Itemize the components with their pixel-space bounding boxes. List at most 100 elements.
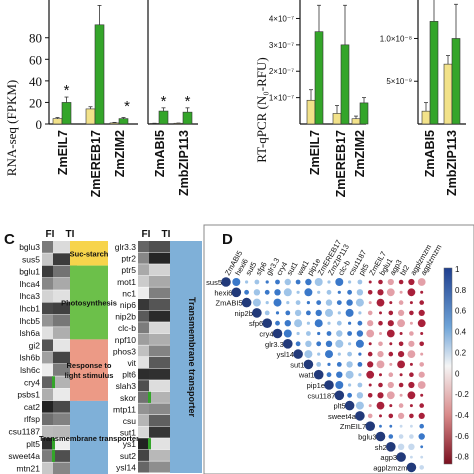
heatmap-d-cell — [358, 373, 362, 377]
heatmap-d-cell — [386, 329, 395, 338]
heatmap-d-cell — [398, 403, 404, 408]
heatmap-d-cell — [357, 382, 363, 388]
heatmap-c-cell — [138, 310, 149, 322]
heatmap-d-colorbar-tick: -0.4 — [455, 411, 469, 420]
heatmap-c-cell — [138, 287, 149, 299]
heatmap-d-cell — [346, 361, 353, 368]
heatmap-d-colorbar — [443, 267, 453, 465]
heatmap-c-gene-label: vit — [128, 358, 137, 368]
heatmap-d-cell — [304, 350, 313, 359]
heatmap-c-cell — [53, 327, 77, 339]
heatmap-d-cell — [378, 320, 383, 326]
heatmap-d-cell — [265, 301, 269, 305]
heatmap-d-cell — [389, 342, 393, 346]
heatmap-d-cell — [357, 362, 363, 367]
heatmap-d-cell — [344, 400, 355, 411]
rtqpcr2-category-label: ZmABI5 — [423, 130, 437, 177]
heatmap-c-cell — [149, 287, 173, 299]
heatmap-c-cell — [138, 333, 149, 345]
rtqpcr2-ytick-label: 5×10⁻⁹ — [386, 77, 412, 86]
heatmap-c-cell — [149, 357, 173, 369]
heatmap-d-cell — [379, 311, 382, 315]
rnaseq-bar — [182, 111, 193, 125]
heatmap-d-cell — [398, 300, 404, 305]
rtqpcr2-bar — [451, 38, 461, 125]
heatmap-d-cell — [345, 308, 354, 317]
heatmap-d-row-label: sus5 — [206, 278, 222, 287]
heatmap-c-cell — [149, 252, 173, 264]
heatmap-c-cell — [149, 426, 173, 438]
heatmap-c-category-label: Transmembrane transporter — [39, 434, 139, 443]
heatmap-d-cell — [420, 352, 424, 356]
heatmap-d-cell — [253, 289, 261, 296]
rnaseq-bar — [109, 122, 120, 125]
heatmap-c-cell — [53, 437, 77, 450]
heatmap-c-cell — [42, 265, 53, 278]
rnaseq-ytick-label: 20 — [29, 95, 42, 110]
heatmap-d-cell — [326, 331, 332, 336]
heatmap-d-cell — [272, 328, 283, 339]
heatmap-c-cell — [42, 314, 53, 327]
heatmap-c-gene-label: lhcb5 — [20, 316, 41, 326]
heatmap-d-cell — [366, 329, 375, 338]
heatmap-c-cell — [42, 437, 53, 450]
heatmap-d-cell — [398, 341, 404, 347]
heatmap-d-cell — [337, 290, 341, 294]
heatmap-d-row-label: sh2 — [375, 443, 387, 452]
heatmap-d-row-label: pip1e — [307, 381, 325, 390]
heatmap-d-cell — [399, 332, 403, 335]
heatmap-d-cell — [293, 349, 303, 359]
heatmap-d-cell — [368, 342, 372, 346]
heatmap-d-cell — [306, 310, 311, 316]
heatmap-d-cell — [399, 424, 403, 428]
heatmap-c-cell — [53, 253, 77, 266]
rtqpcr-category-label: ZmEREB17 — [334, 130, 348, 197]
heatmap-c-gene-label: sut1 — [120, 428, 136, 438]
heatmap-d-row-label: agplzmzm — [373, 463, 407, 472]
heatmap-d-row-label: ZmABI5 — [216, 299, 243, 308]
heatmap-c-cell — [138, 380, 149, 392]
heatmap-d-cell — [303, 359, 314, 370]
panel-d-frame — [203, 224, 474, 474]
heatmap-d-cell — [397, 443, 405, 450]
heatmap-d-cell — [264, 289, 270, 295]
heatmap-d-cell — [399, 393, 403, 397]
heatmap-d-cell — [419, 300, 425, 305]
heatmap-d-cell — [367, 361, 374, 368]
heatmap-d-cell — [335, 381, 344, 389]
rtqpcr2-bar — [443, 63, 453, 125]
heatmap-d-cell — [335, 278, 344, 286]
heatmap-c-category-label: Photosynthesis — [61, 299, 117, 308]
heatmap-d-cell — [409, 362, 413, 366]
heatmap-d-row-label: sweet4a — [328, 412, 357, 421]
heatmap-d-cell — [252, 298, 261, 307]
heatmap-d-cell — [417, 319, 426, 328]
heatmap-d-row-label: wat1 — [298, 371, 315, 380]
heatmap-d-cell — [316, 341, 322, 347]
heatmap-c-cell — [149, 403, 173, 415]
rtqpcr-ytick-label: 2×10⁻⁷ — [269, 67, 294, 76]
heatmap-c-cell — [149, 322, 173, 334]
heatmap-d-cell — [336, 300, 342, 305]
heatmap-c-cell — [53, 277, 77, 290]
heatmap-d-cell — [348, 383, 352, 387]
heatmap-d-cell — [347, 351, 352, 357]
heatmap-c-marker — [52, 376, 55, 389]
heatmap-d-cell — [409, 321, 413, 325]
heatmap-c-cell — [149, 333, 173, 345]
heatmap-d-cell — [305, 340, 312, 347]
heatmap-d-cell — [313, 369, 324, 380]
heatmap-c-cell — [53, 351, 77, 364]
rnaseq-category-label: ZmEREB17 — [89, 130, 103, 197]
heatmap-d-cell — [336, 320, 342, 326]
heatmap-c-cell — [149, 345, 173, 357]
heatmap-d-cell — [376, 401, 385, 410]
heatmap-c-gene-label: plt6 — [122, 370, 136, 380]
rnaseq-bar — [118, 118, 129, 125]
heatmap-d-cell — [316, 362, 322, 367]
heatmap-c-cell — [138, 299, 149, 311]
heatmap-c-gene-label: plt5 — [26, 439, 40, 449]
heatmap-c-cell — [42, 290, 53, 302]
heatmap-d-cell — [398, 309, 405, 316]
heatmap-d-cell — [417, 278, 426, 286]
